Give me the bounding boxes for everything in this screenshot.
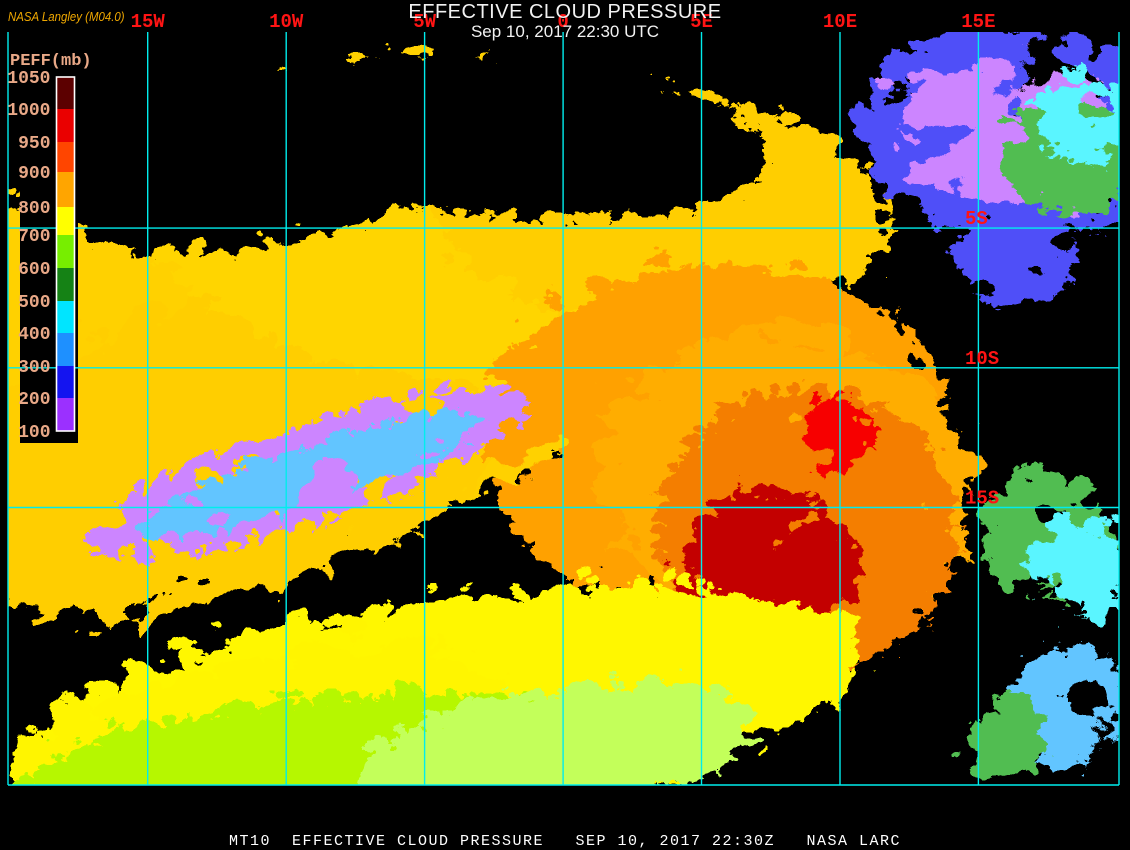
svg-text:950: 950 xyxy=(18,134,50,154)
svg-text:10S: 10S xyxy=(965,348,999,370)
svg-text:15S: 15S xyxy=(965,488,999,510)
svg-text:300: 300 xyxy=(18,358,50,378)
svg-text:1050: 1050 xyxy=(7,69,50,89)
svg-text:400: 400 xyxy=(18,325,50,345)
svg-text:100: 100 xyxy=(18,423,50,443)
svg-text:500: 500 xyxy=(18,293,50,313)
svg-text:5S: 5S xyxy=(965,208,988,230)
svg-text:600: 600 xyxy=(18,260,50,280)
svg-text:200: 200 xyxy=(18,390,50,410)
svg-text:900: 900 xyxy=(18,164,50,184)
svg-text:800: 800 xyxy=(18,199,50,219)
svg-text:1000: 1000 xyxy=(7,101,50,121)
svg-text:700: 700 xyxy=(18,227,50,247)
